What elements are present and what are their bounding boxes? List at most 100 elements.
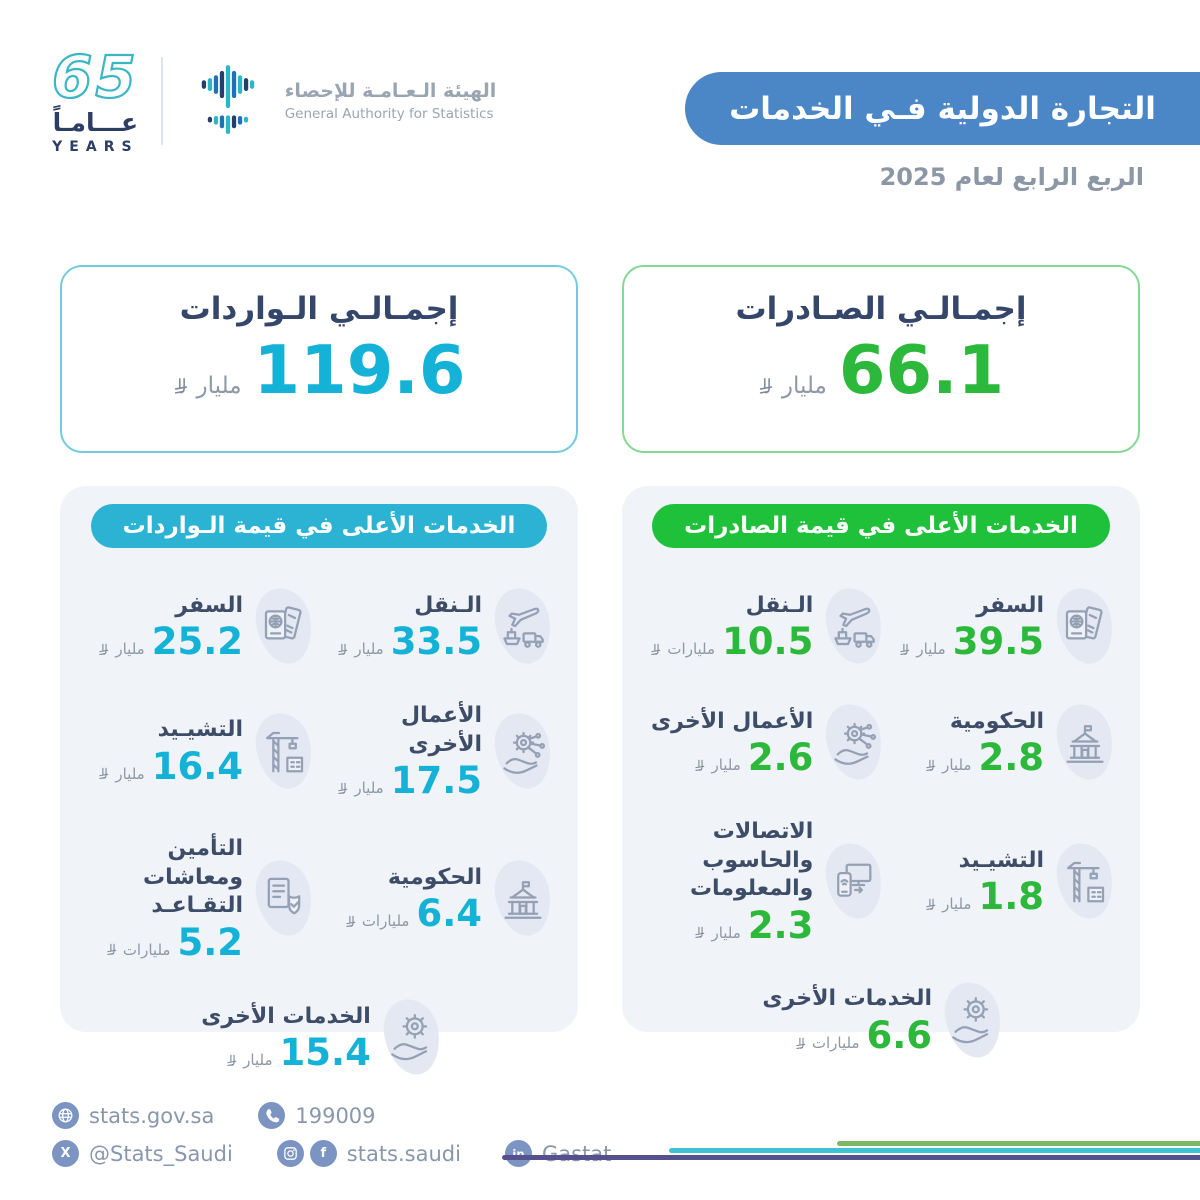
service-value: 2.8 <box>978 736 1044 780</box>
social-link[interactable]: f stats.saudi <box>276 1140 461 1167</box>
decor-line-teal <box>669 1148 1200 1153</box>
saudi-riyal-symbol-icon <box>925 759 938 772</box>
exports-section-title: الخدمات الأعلى في قيمة الصادرات <box>652 504 1110 548</box>
import-item-government: الحكومية 6.4 مليارات <box>323 835 554 961</box>
service-value: 25.2 <box>151 620 243 664</box>
service-label: الـنقل <box>745 592 814 618</box>
x-icon: X <box>52 1140 79 1167</box>
other-services-icon <box>942 980 1004 1060</box>
import-item-transport: الـنقل 33.5 مليار <box>323 586 554 666</box>
service-label: الـنقل <box>414 592 482 618</box>
service-label: التشيـيد <box>157 717 243 743</box>
service-unit: مليار <box>711 923 741 942</box>
imports-section-card: الخدمات الأعلى في قيمة الـواردات الـنقل … <box>60 486 578 1071</box>
service-label: السفر <box>976 592 1044 618</box>
construction-crane-icon <box>1054 841 1116 921</box>
phone-icon <box>258 1102 286 1129</box>
exports-total-unit: مليار <box>758 373 827 399</box>
service-value: 2.3 <box>747 903 814 947</box>
import-item-insurance: التأمين ومعاشات التقـاعـد 5.2 مليارات <box>84 835 315 961</box>
export-item-government: الحكومية 2.8 مليار <box>893 702 1116 782</box>
service-value: 2.6 <box>747 736 814 780</box>
service-unit: مليار <box>916 640 946 659</box>
imports-total-card: إجمـالـي الـواردات 119.6 مليار <box>60 265 578 453</box>
authority-name-arabic: الهيئة الـعـامـة للإحصاء <box>284 80 497 102</box>
page-title: التجارة الدولية فـي الخدمات <box>685 72 1200 145</box>
saudi-riyal-symbol-icon <box>337 782 350 795</box>
construction-crane-icon <box>253 711 315 791</box>
service-value: 15.4 <box>279 1031 371 1075</box>
service-unit: مليار <box>354 779 384 798</box>
saudi-riyal-symbol-icon <box>899 643 912 656</box>
instagram-icon <box>276 1140 304 1167</box>
authority-name-english: General Authority for Statistics <box>284 106 494 122</box>
export-item-travel: السفر 39.5 مليار <box>893 586 1116 666</box>
service-unit: مليار <box>115 640 145 659</box>
service-label: الخدمات الأخرى <box>201 1003 371 1029</box>
logo-divider <box>160 57 163 145</box>
transport-icon <box>492 586 554 666</box>
service-value: 5.2 <box>177 920 243 964</box>
page-title-text: التجارة الدولية فـي الخدمات <box>729 90 1156 127</box>
service-unit: مليارات <box>122 940 171 959</box>
service-value: 33.5 <box>390 620 482 664</box>
saudi-riyal-symbol-icon <box>226 1054 239 1067</box>
service-label: الأعمال الأخرى <box>400 703 482 757</box>
saudi-riyal-symbol-icon <box>795 1037 808 1050</box>
travel-icon <box>1054 586 1116 666</box>
insurance-shield-icon <box>253 858 315 938</box>
export-item-transport: الـنقل 10.5 مليارات <box>644 586 885 666</box>
x-link[interactable]: X @Stats_Saudi <box>52 1140 233 1167</box>
service-label: التأمين ومعاشات التقـاعـد <box>143 836 243 919</box>
saudi-riyal-symbol-icon <box>98 767 111 780</box>
exports-total-card: إجمـالـي الصـادرات 66.1 مليار <box>622 265 1140 453</box>
service-unit: مليار <box>711 756 741 775</box>
saudi-riyal-symbol-icon <box>173 377 191 395</box>
saudi-riyal-symbol-icon <box>650 643 663 656</box>
service-value: 10.5 <box>722 620 814 664</box>
phone-link[interactable]: 199009 <box>258 1102 376 1129</box>
service-unit: مليارات <box>361 912 410 931</box>
saudi-riyal-symbol-icon <box>98 643 111 656</box>
anniversary-arabic: عـــامـاً <box>52 108 139 137</box>
imports-total-value: 119.6 <box>253 331 466 409</box>
export-item-other-services: الخدمات الأخرى 6.6 مليارات <box>756 980 1004 1060</box>
saudi-riyal-symbol-icon <box>694 926 707 939</box>
service-label: الحكومية <box>949 708 1044 734</box>
exports-total-label: إجمـالـي الصـادرات <box>735 291 1027 327</box>
facebook-icon: f <box>309 1140 337 1167</box>
import-item-construction: التشيـيد 16.4 مليار <box>84 702 315 799</box>
telecom-computer-icon <box>823 841 885 921</box>
anniversary-number: 65 <box>51 43 139 111</box>
imports-panel: إجمـالـي الـواردات 119.6 مليار الخدمات ا… <box>60 265 578 1071</box>
service-value: 16.4 <box>151 744 243 788</box>
saudi-riyal-symbol-icon <box>694 759 707 772</box>
service-value: 39.5 <box>952 620 1044 664</box>
service-label: الحكومية <box>387 864 482 890</box>
linkedin-link[interactable]: in Gastat <box>504 1140 612 1167</box>
service-value: 17.5 <box>390 759 482 803</box>
globe-icon <box>52 1102 79 1129</box>
brand-area: 65 عـــامـاً YEARS <box>51 43 497 155</box>
website-link[interactable]: stats.gov.sa <box>52 1102 214 1129</box>
service-value: 6.6 <box>866 1014 933 1058</box>
service-unit: مليار <box>243 1051 273 1070</box>
service-unit: مليار <box>942 895 972 914</box>
exports-section-card: الخدمات الأعلى في قيمة الصادرات السفر 39… <box>622 486 1140 1054</box>
anniversary-english: YEARS <box>52 139 139 155</box>
travel-icon <box>253 586 315 666</box>
service-unit: مليار <box>942 756 972 775</box>
exports-total-value: 66.1 <box>838 331 1005 409</box>
imports-total-label: إجمـالـي الـواردات <box>179 291 459 327</box>
government-icon <box>1054 702 1116 782</box>
linkedin-handle-text: Gastat <box>541 1141 612 1166</box>
decor-line-purple <box>502 1155 1200 1160</box>
government-icon <box>492 858 554 938</box>
decor-line-green <box>837 1141 1200 1146</box>
anniversary-65-logo: 65 عـــامـاً YEARS <box>51 43 139 155</box>
service-label: الخدمات الأخرى <box>762 986 933 1012</box>
service-value: 6.4 <box>416 892 482 936</box>
saudi-riyal-symbol-icon <box>345 915 358 928</box>
export-item-construction: التشيـيد 1.8 مليار <box>893 818 1116 944</box>
social-handle-text: stats.saudi <box>346 1141 461 1166</box>
